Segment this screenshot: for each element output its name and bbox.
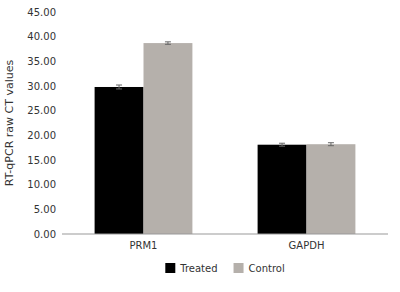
y-tick-label: 10.00 xyxy=(27,179,56,190)
chart: 0.00 5.00 10.00 15.00 20.00 25.00 30.00 35.00 40… xyxy=(0,0,400,292)
legend-item: Control xyxy=(234,263,285,274)
y-tick-label: 20.00 xyxy=(27,130,56,141)
legend-label: Treated xyxy=(179,263,217,274)
legend: Treated Control xyxy=(165,263,284,274)
x-axis: PRM1 GAPDH xyxy=(62,234,388,251)
x-axis-line xyxy=(62,234,388,235)
legend-swatch xyxy=(165,263,175,273)
error-bar xyxy=(165,42,171,44)
bar xyxy=(307,144,356,234)
y-tick-label: 5.00 xyxy=(34,204,56,215)
y-tick-label: 45.00 xyxy=(27,7,56,18)
bar xyxy=(144,43,193,234)
y-tick-label: 15.00 xyxy=(27,155,56,166)
bar xyxy=(258,145,307,234)
legend-item: Treated xyxy=(165,263,217,274)
error-bar xyxy=(328,143,334,146)
y-tick-label: 40.00 xyxy=(27,31,56,42)
y-tick-label: 35.00 xyxy=(27,56,56,67)
y-tick-label: 0.00 xyxy=(34,229,56,240)
legend-swatch xyxy=(234,263,244,273)
y-tick-label: 30.00 xyxy=(27,81,56,92)
y-tick-label: 25.00 xyxy=(27,105,56,116)
bar xyxy=(95,87,144,234)
x-tick-label: GAPDH xyxy=(289,240,325,251)
error-bar xyxy=(279,143,285,146)
y-axis-label: RT-qPCR raw CT values xyxy=(3,60,16,187)
error-bar xyxy=(116,85,122,89)
bars xyxy=(95,42,356,234)
x-tick-label: PRM1 xyxy=(130,240,158,251)
y-axis: 0.00 5.00 10.00 15.00 20.00 25.00 30.00 35.00 40… xyxy=(27,7,56,240)
legend-label: Control xyxy=(249,263,285,274)
